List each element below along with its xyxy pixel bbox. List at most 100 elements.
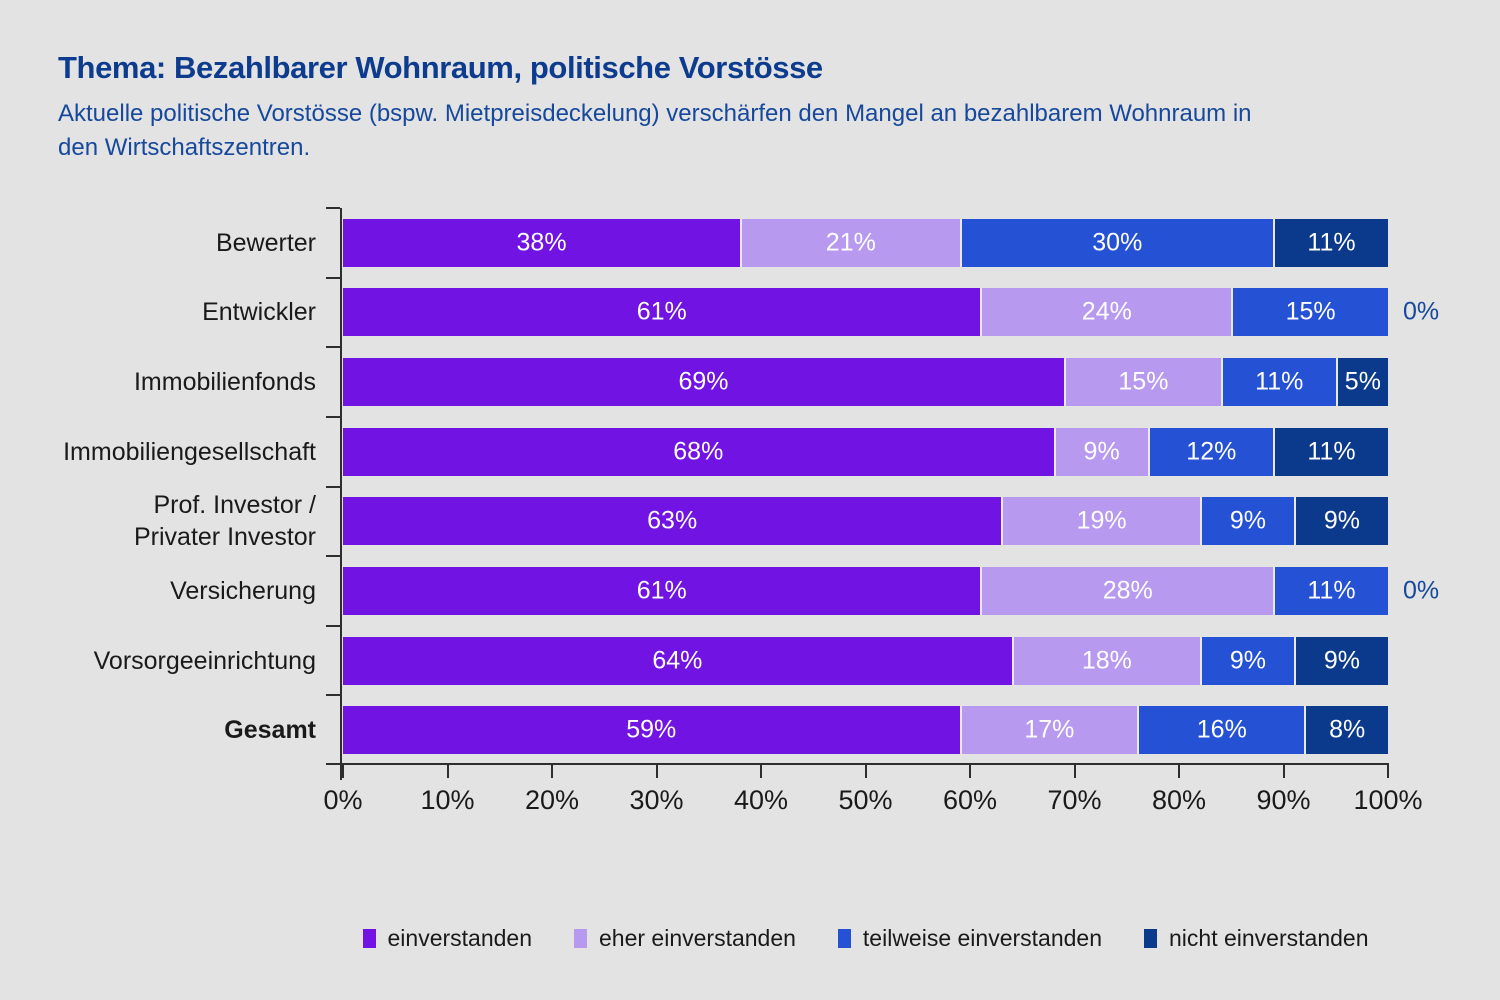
legend-item: eher einverstanden	[574, 925, 796, 952]
bar-row: 64% 18% 9% 9%	[343, 636, 1388, 685]
category-label: Entwickler	[202, 298, 316, 327]
bar-segment-label: 9%	[1229, 506, 1266, 535]
y-axis-tick	[326, 346, 340, 349]
bar-segment-label: 38%	[516, 228, 567, 257]
bar-segment-label: 16%	[1196, 715, 1247, 744]
bar-segment-label: 30%	[1092, 228, 1143, 257]
y-axis-line	[340, 208, 342, 780]
category-label: Prof. Investor / Privater Investor	[133, 491, 316, 552]
x-axis-tick-label: 70%	[1047, 785, 1102, 815]
bar-segment: 9%	[1053, 427, 1148, 476]
bar-segment: 68%	[343, 427, 1054, 476]
bar-segment: 15%	[1231, 288, 1388, 337]
bar-segment-label: 68%	[673, 437, 724, 466]
bar-segment: 12%	[1147, 427, 1274, 476]
bar-segment-label: 9%	[1323, 646, 1361, 675]
x-axis-tick-label: 0%	[323, 785, 363, 815]
bar-segment-label: 64%	[652, 646, 703, 675]
legend-swatch	[574, 928, 587, 948]
bar-segment-label: 17%	[1024, 715, 1075, 744]
bar-segment-label: 8%	[1329, 715, 1366, 744]
bar-segment-label: 11%	[1307, 228, 1356, 257]
bar-segment-label: 5%	[1344, 367, 1381, 396]
bar-segment-label: 61%	[636, 576, 687, 605]
category-label: Immobiliengesellschaft	[63, 437, 316, 466]
legend-item: teilweise einverstanden	[837, 925, 1102, 952]
bar-segment: 11%	[1220, 358, 1336, 407]
legend-label: einverstanden	[387, 924, 533, 951]
x-axis-tick	[342, 765, 344, 778]
y-axis-tick	[326, 555, 340, 558]
y-axis-tick	[326, 694, 340, 697]
bar-segment: 18%	[1011, 636, 1200, 685]
x-axis-tick	[1387, 765, 1389, 778]
bar-segment-label: 15%	[1118, 367, 1169, 396]
legend-swatch	[362, 928, 376, 948]
bar-segment-label: 59%	[626, 715, 677, 744]
bar-segment: 61%	[343, 288, 981, 337]
x-axis-tick-label: 40%	[733, 785, 789, 815]
bar-segment: 24%	[980, 288, 1232, 337]
bar-segment: 15%	[1064, 358, 1221, 407]
plot-area: 0% 10% 20% 30% 40% 50% 60% 70% 80% 90% 100% 38% 21% 3…	[323, 207, 1439, 815]
x-axis-tick-label: 20%	[524, 785, 580, 815]
x-axis-tick-label: 90%	[1256, 785, 1311, 815]
bar-segment-label: 19%	[1076, 506, 1127, 535]
bar-segment-label: 11%	[1255, 367, 1304, 396]
bar-row: 63% 19% 9% 9%	[343, 497, 1388, 546]
x-axis-tick	[655, 765, 658, 778]
chart-subtitle: Aktuelle politische Vorstösse (bspw. Mie…	[58, 100, 1252, 161]
y-axis-tick	[326, 485, 340, 488]
x-axis-tick-label: 100%	[1353, 785, 1423, 815]
bar-segment-label: 11%	[1307, 437, 1356, 466]
bar-segment: 11%	[1273, 427, 1388, 476]
bar-segment-label: 28%	[1102, 576, 1153, 605]
x-axis-tick	[1282, 765, 1285, 778]
bar-segment: 69%	[343, 358, 1065, 407]
bar-segment: 9%	[1293, 497, 1388, 546]
bar-segment: 30%	[959, 218, 1274, 267]
bar-segment: 5%	[1335, 358, 1388, 407]
bar-segment: 64%	[343, 636, 1012, 685]
bar-segment: 11%	[1273, 566, 1388, 615]
bar-segment: 17%	[959, 706, 1138, 755]
category-label: Versicherung	[170, 576, 316, 605]
category-label: Vorsorgeeinrichtung	[93, 646, 316, 675]
chart-title: Thema: Bezahlbarer Wohnraum, politische …	[58, 50, 823, 85]
bar-segment: 28%	[980, 566, 1274, 615]
x-axis-tick	[1073, 765, 1076, 778]
bar-segment-label: 9%	[1229, 646, 1266, 675]
bar-segment: 61%	[343, 566, 981, 615]
x-axis-tick	[1178, 765, 1180, 778]
x-axis-tick	[760, 765, 762, 778]
legend: einverstanden eher einverstanden teilweise…	[343, 920, 1388, 956]
bar-segment-label: 21%	[825, 228, 876, 257]
bar-segment-label: 61%	[636, 297, 687, 326]
bar-row: 61% 28% 11% 0%	[343, 566, 1439, 615]
bar-segment: 59%	[343, 706, 960, 755]
bar-segment-label: 9%	[1083, 437, 1120, 466]
category-label: Immobilienfonds	[133, 368, 316, 397]
bar-segment-label: 15%	[1285, 297, 1336, 326]
bar-segment-label: 12%	[1186, 437, 1237, 466]
zero-value-label: 0%	[1403, 576, 1440, 605]
x-axis-tick	[864, 765, 867, 778]
x-axis-tick-label: 30%	[629, 785, 684, 815]
bar-segment: 8%	[1304, 706, 1388, 755]
bar-segment-label: 11%	[1307, 576, 1356, 605]
y-axis-tick	[326, 207, 340, 209]
y-axis-tick	[326, 276, 340, 279]
header: Thema: Bezahlbarer Wohnraum, politische …	[58, 50, 1298, 165]
bar-segment-label: 9%	[1323, 506, 1361, 535]
bar-row: 59% 17% 16% 8%	[343, 706, 1388, 755]
bar-row: 68% 9% 12% 11%	[343, 427, 1388, 476]
bar-segment: 11%	[1273, 218, 1388, 267]
y-axis-tick	[326, 624, 340, 627]
x-axis-tick-label: 50%	[838, 785, 893, 815]
bar-segment-label: 18%	[1081, 646, 1132, 675]
bar-segment: 21%	[740, 218, 960, 267]
bar-segment-label: 69%	[678, 367, 729, 396]
legend-label: nicht einverstanden	[1169, 924, 1369, 951]
bar-segment: 9%	[1199, 636, 1294, 685]
x-axis-tick-label: 80%	[1151, 785, 1207, 815]
